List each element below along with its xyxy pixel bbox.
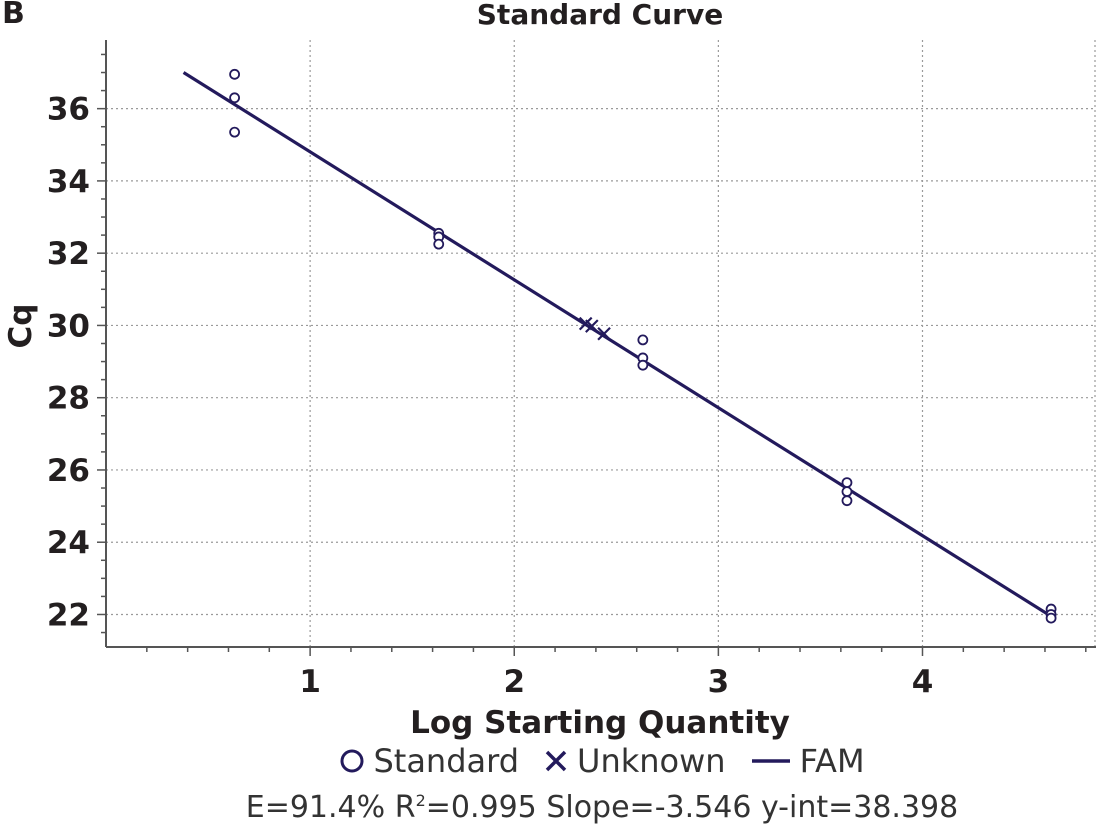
x-tick-label: 3	[708, 664, 730, 700]
x-tick-label: 1	[299, 664, 321, 700]
standard-point	[1045, 612, 1057, 624]
standard-point	[841, 486, 853, 498]
standard-point	[637, 334, 649, 346]
standard-point	[229, 92, 240, 104]
unknown-point	[585, 319, 599, 333]
y-tick-label: 30	[47, 308, 90, 344]
y-tick-label: 26	[47, 453, 90, 489]
standard-point	[229, 68, 240, 80]
y-tick-label: 36	[47, 92, 90, 128]
legend-label-fam: FAM	[799, 742, 865, 780]
standard-point	[637, 359, 649, 371]
y-tick-label: 22	[47, 597, 90, 633]
standard-point	[433, 238, 445, 250]
grid-layer	[106, 40, 1096, 647]
y-tick-label: 32	[47, 236, 90, 272]
y-tick-label: 34	[47, 164, 90, 200]
legend-item-standard: Standard	[339, 742, 519, 780]
standard-point	[841, 495, 853, 507]
legend-label-standard: Standard	[373, 742, 520, 780]
axis-layer	[97, 40, 1096, 656]
yint-stat: y-int=38.398	[760, 790, 959, 825]
fam-fit-line	[182, 71, 1052, 618]
r2-stat: R2=0.995	[395, 790, 537, 825]
x-tick-label: 4	[912, 664, 934, 700]
y-tick-label: 24	[47, 525, 90, 561]
x-tick-label: 2	[503, 664, 525, 700]
x-axis-title: Log Starting Quantity	[410, 705, 790, 741]
y-tick-label: 28	[47, 381, 90, 417]
slope-stat: Slope=-3.546	[546, 790, 752, 825]
legend-item-fam: FAM	[750, 742, 865, 780]
circle-marker-icon	[340, 749, 364, 773]
standard-point	[229, 126, 240, 138]
legend-item-unknown: Unknown	[543, 742, 726, 780]
r2-prefix: R	[394, 790, 416, 825]
standard-point	[841, 477, 853, 489]
efficiency-stat: E=91.4%	[245, 790, 386, 825]
x-marker-icon	[545, 750, 567, 772]
r2-superscript: 2	[415, 791, 426, 810]
line-marker-icon	[751, 759, 790, 763]
fit-line-layer	[182, 71, 1052, 618]
y-axis-title: Cq	[3, 304, 39, 349]
panel-label: B	[2, 0, 25, 31]
unknown-point	[597, 326, 611, 341]
r2-value: =0.995	[425, 790, 537, 825]
marker-layer	[229, 68, 1057, 624]
curve-statistics: E=91.4% R2=0.995 Slope=-3.546 y-int=38.3…	[0, 790, 1098, 825]
legend-label-unknown: Unknown	[577, 742, 726, 780]
legend: Standard Unknown FAM	[0, 742, 1098, 780]
